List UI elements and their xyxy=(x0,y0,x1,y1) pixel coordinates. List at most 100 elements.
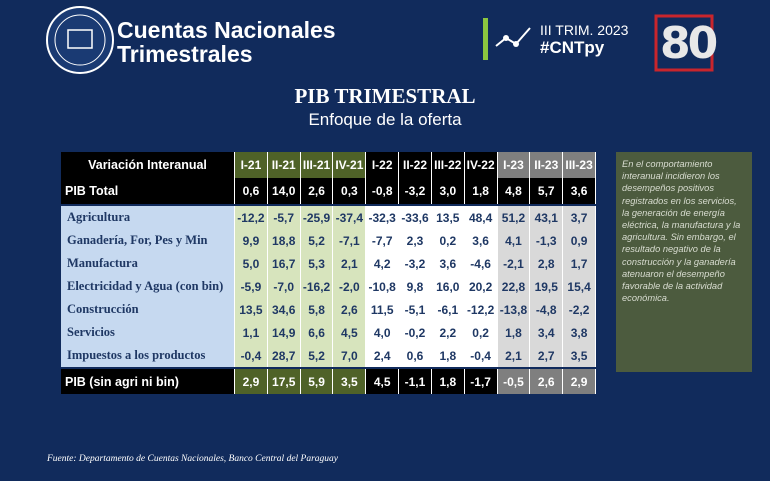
cell: I-21 xyxy=(235,152,268,178)
cell: I-23 xyxy=(497,152,531,178)
cell: 14,0 xyxy=(267,178,301,204)
cell: 3,6 xyxy=(431,252,465,275)
table-row: Electricidad y Agua (con bin) -5,9 -7,0 -16… xyxy=(61,275,596,298)
cell: -3,2 xyxy=(399,252,432,275)
cell: 5,8 xyxy=(300,298,334,321)
cell: 5,0 xyxy=(235,252,268,275)
header-title: Trimestrales xyxy=(117,41,253,67)
cell: 19,5 xyxy=(530,275,564,298)
cell: 2,6 xyxy=(530,369,564,394)
source: Fuente: Departamento de Cuentas Nacional… xyxy=(47,454,339,464)
cell: 0,9 xyxy=(563,229,596,252)
row-label: Servicios xyxy=(61,321,235,344)
cell: 17,5 xyxy=(267,369,301,394)
cell: -1,3 xyxy=(530,229,564,252)
cell: -4,6 xyxy=(464,252,498,275)
row-label: Ganadería, For, Pes y Min xyxy=(61,229,235,252)
cell: 43,1 xyxy=(530,206,564,229)
cell: II-23 xyxy=(530,152,564,178)
cell: -16,2 xyxy=(300,275,334,298)
cell: -33,6 xyxy=(399,206,432,229)
cell: 4,8 xyxy=(497,178,531,204)
cell: 2,7 xyxy=(530,344,564,367)
cell: 0,2 xyxy=(431,229,465,252)
cell: II-21 xyxy=(267,152,301,178)
cell: 3,6 xyxy=(464,229,498,252)
table-row: Servicios 1,1 14,9 6,6 4,5 4,0 -0,2 2,2 0,2 1,8 3,… xyxy=(61,321,596,344)
row-label: Construcción xyxy=(61,298,235,321)
cell: 1,8 xyxy=(464,178,498,204)
trend-icon-dot xyxy=(503,35,509,41)
cell: -32,3 xyxy=(366,206,400,229)
cell: -7,1 xyxy=(333,229,367,252)
cell: 3,7 xyxy=(563,206,596,229)
cell: -2,0 xyxy=(333,275,367,298)
row-label: PIB Total xyxy=(61,178,235,204)
cell: -0,2 xyxy=(399,321,432,344)
table-row: Construcción 13,5 34,6 5,8 2,6 11,5 -5,1 -6,1 -1… xyxy=(61,298,596,321)
table-row: PIB (sin agri ni bin) 2,9 17,5 5,9 3,5 4,5 -1,… xyxy=(61,369,596,394)
row-label: Variación Interanual xyxy=(61,152,235,178)
cell: 13,5 xyxy=(431,206,465,229)
cell: -5,1 xyxy=(399,298,432,321)
bank-logo-building xyxy=(67,29,93,49)
cell: 2,4 xyxy=(366,344,400,367)
cell: 2,1 xyxy=(333,252,367,275)
cell: -3,2 xyxy=(399,178,432,204)
cell: 3,4 xyxy=(530,321,564,344)
cell: 1,8 xyxy=(431,369,465,394)
cell: 20,2 xyxy=(464,275,498,298)
trend-icon xyxy=(495,27,531,47)
accent-bar xyxy=(483,18,488,60)
cell: -1,7 xyxy=(464,369,498,394)
cell: -5,9 xyxy=(235,275,268,298)
cell: 22,8 xyxy=(497,275,531,298)
row-label: Electricidad y Agua (con bin) xyxy=(61,275,235,298)
note: En el comportamiento interanual incidier… xyxy=(616,152,752,372)
cell: 2,3 xyxy=(399,229,432,252)
cell: 16,7 xyxy=(267,252,301,275)
cell: -7,7 xyxy=(366,229,400,252)
cell: -2,2 xyxy=(563,298,596,321)
cell: 2,9 xyxy=(235,369,268,394)
cell: 5,7 xyxy=(530,178,564,204)
cell: 51,2 xyxy=(497,206,531,229)
cell: 2,6 xyxy=(333,298,367,321)
cell: 14,9 xyxy=(267,321,301,344)
cell: -37,4 xyxy=(333,206,367,229)
cell: -2,1 xyxy=(497,252,531,275)
cell: 2,6 xyxy=(300,178,334,204)
cell: 16,0 xyxy=(431,275,465,298)
cell: -0,8 xyxy=(366,178,400,204)
cell: IV-22 xyxy=(464,152,498,178)
cell: -6,1 xyxy=(431,298,465,321)
cell: -0,5 xyxy=(497,369,531,394)
cell: -4,8 xyxy=(530,298,564,321)
slide-subtitle: Enfoque de la oferta xyxy=(308,110,462,129)
cell: 5,2 xyxy=(300,344,334,367)
cell: 4,5 xyxy=(333,321,367,344)
badge-frame xyxy=(654,14,714,72)
cell: 4,0 xyxy=(366,321,400,344)
table-row: Ganadería, For, Pes y Min 9,9 18,8 5,2 -7,1-… xyxy=(61,229,596,252)
cell: 1,7 xyxy=(563,252,596,275)
cell: 0,2 xyxy=(464,321,498,344)
cell: -12,2 xyxy=(235,206,268,229)
cell: 48,4 xyxy=(464,206,498,229)
cell: 1,1 xyxy=(235,321,268,344)
cell: 0,6 xyxy=(235,178,268,204)
cell: 3,8 xyxy=(563,321,596,344)
cell: 7,0 xyxy=(333,344,367,367)
cell: -25,9 xyxy=(300,206,334,229)
table-row: PIB Total 0,6 14,0 2,6 0,3 -0,8 -3,2 3,0 1,8 4,8 5… xyxy=(61,178,596,204)
cell: 1,8 xyxy=(497,321,531,344)
trend-icon-dot xyxy=(513,41,519,47)
cell: 4,5 xyxy=(366,369,400,394)
cell: -1,1 xyxy=(399,369,432,394)
cell: 28,7 xyxy=(267,344,301,367)
cell: 2,9 xyxy=(563,369,596,394)
hashtag: #CNTpy xyxy=(540,38,605,57)
cell: 5,2 xyxy=(300,229,334,252)
header-graphics xyxy=(46,6,714,74)
slide-title: PIB TRIMESTRAL xyxy=(294,84,476,108)
